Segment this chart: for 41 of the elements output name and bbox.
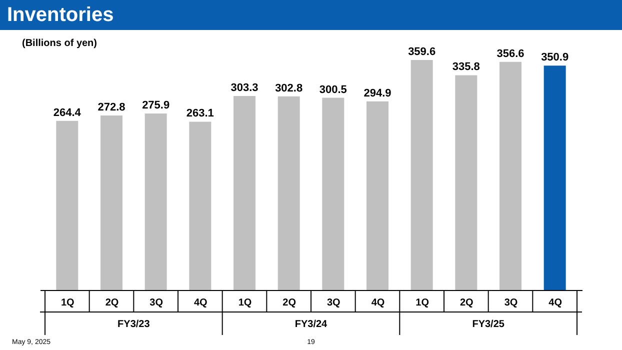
data-label: 359.6 [408,46,436,58]
data-label: 303.3 [230,82,258,94]
data-label: 263.1 [186,108,214,120]
x-tick-label: 4Q [548,298,562,308]
bar [100,116,122,290]
bar [410,60,433,290]
bar [322,98,344,290]
x-tick-label: 1Q [416,298,430,308]
x-tick-label: 2Q [105,298,119,308]
x-tick-label: 3Q [150,298,164,308]
data-label: 264.4 [53,106,82,119]
bar [234,96,256,290]
data-label: 335.8 [452,61,480,74]
chart-title: Inventories [7,4,114,26]
data-label: 294.9 [364,87,392,100]
text: FY3/23 [118,319,150,330]
x-tick-label: 3Q [326,298,341,308]
bar [56,120,78,290]
chart-subtitle: (Billions of yen) [22,38,97,49]
x-tick-label: 2Q [282,298,296,308]
data-label: 272.8 [98,102,126,114]
x-tick-label: 2Q [460,298,474,308]
bar [455,75,478,290]
x-tick-label: 4Q [194,298,208,308]
bar [189,122,212,290]
text: FY3/24 [294,319,328,330]
text: FY3/25 [472,319,505,330]
bar [366,101,388,290]
x-tick-label: 1Q [60,298,75,308]
x-tick-label: 3Q [504,298,518,308]
x-tick-label: 4Q [371,298,385,308]
bar [144,114,167,290]
data-label: 350.9 [541,52,569,64]
bar [500,62,522,290]
data-label: 300.5 [319,84,347,96]
x-tick-label: 1Q [238,298,252,308]
data-label: 275.9 [142,100,170,112]
bar [278,96,300,290]
bar [544,66,566,290]
data-label: 356.6 [496,48,524,60]
data-label: 302.8 [275,82,303,94]
